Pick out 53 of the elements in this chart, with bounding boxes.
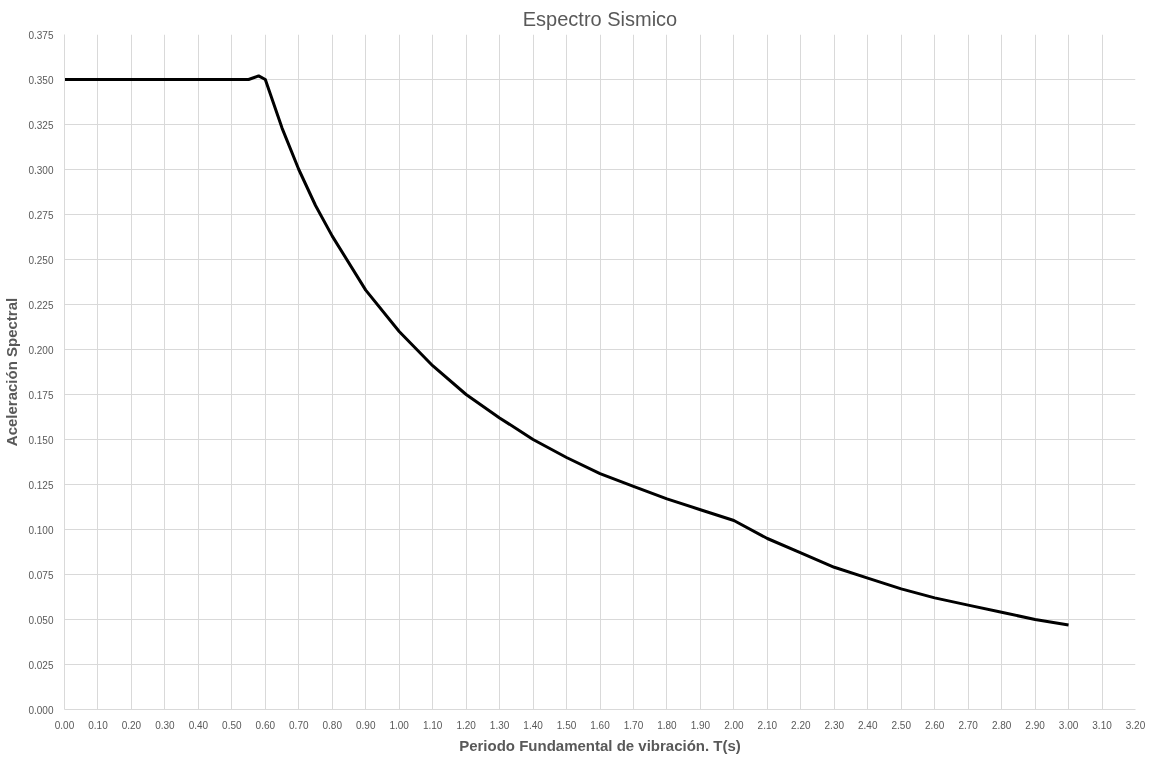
x-tick-label: 2.20 [791, 719, 811, 731]
y-tick-label: 0.125 [28, 479, 54, 491]
y-tick-label: 0.200 [28, 344, 54, 356]
y-tick-label: 0.225 [28, 299, 54, 311]
x-tick-label: 0.90 [355, 719, 376, 731]
chart-title: Espectro Sismico [522, 7, 678, 30]
x-tick-label: 0.70 [289, 719, 309, 731]
line-series [64, 74, 1071, 627]
x-tick-label: 0.80 [322, 719, 343, 731]
y-tick-label: 0.050 [28, 614, 54, 626]
x-tick-label: 3.00 [1058, 719, 1079, 731]
x-tick-label: 1.60 [590, 719, 611, 731]
y-axis-title: Aceleración Spectral [3, 297, 21, 447]
x-tick-label: 2.00 [724, 719, 745, 731]
x-tick-label: 2.80 [991, 719, 1012, 731]
x-tick-label: 0.40 [188, 719, 209, 731]
y-tick-label: 0.275 [28, 209, 54, 221]
x-tick-label: 0.30 [155, 719, 176, 731]
x-tick-label: 1.80 [657, 719, 678, 731]
x-tick-label: 1.70 [623, 719, 644, 731]
y-tick-label: 0.300 [28, 164, 54, 176]
x-tick-label: 0.60 [255, 719, 276, 731]
y-tick-label: 0.175 [28, 389, 54, 401]
x-tick-label: 0.20 [121, 719, 142, 731]
x-tick-label: 1.20 [456, 719, 477, 731]
x-tick-label: 2.10 [757, 719, 778, 731]
x-tick-label: 2.30 [824, 719, 845, 731]
y-tick-label: 0.375 [28, 29, 54, 41]
x-tick-label: 2.60 [924, 719, 945, 731]
x-tick-label: 2.50 [891, 719, 912, 731]
x-axis-title: Periodo Fundamental de vibración. T(s) [459, 736, 741, 754]
x-tick-label: 1.30 [489, 719, 510, 731]
x-tick-label: 1.40 [523, 719, 544, 731]
y-tick-label: 0.250 [28, 254, 54, 266]
y-tick-label: 0.325 [28, 119, 54, 131]
y-tick-label: 0.100 [28, 524, 54, 536]
x-tick-label: 2.70 [958, 719, 979, 731]
x-tick-label: 3.20 [1125, 719, 1146, 731]
x-tick-label: 1.10 [422, 719, 443, 731]
x-tick-label: 0.10 [88, 719, 109, 731]
x-tick-label: 3.10 [1092, 719, 1113, 731]
x-tick-label: 0.50 [222, 719, 243, 731]
y-tick-label: 0.025 [28, 659, 54, 671]
y-tick-label: 0.000 [28, 704, 54, 716]
x-tick-label: 1.90 [690, 719, 711, 731]
y-tick-label: 0.150 [28, 434, 54, 446]
x-tick-label: 0.00 [54, 719, 75, 731]
x-tick-label: 1.00 [389, 719, 410, 731]
y-tick-label: 0.075 [28, 569, 54, 581]
y-tick-label: 0.350 [28, 74, 54, 86]
x-tick-label: 2.90 [1025, 719, 1046, 731]
x-tick-label: 2.40 [858, 719, 878, 731]
x-tick-label: 1.50 [556, 719, 577, 731]
